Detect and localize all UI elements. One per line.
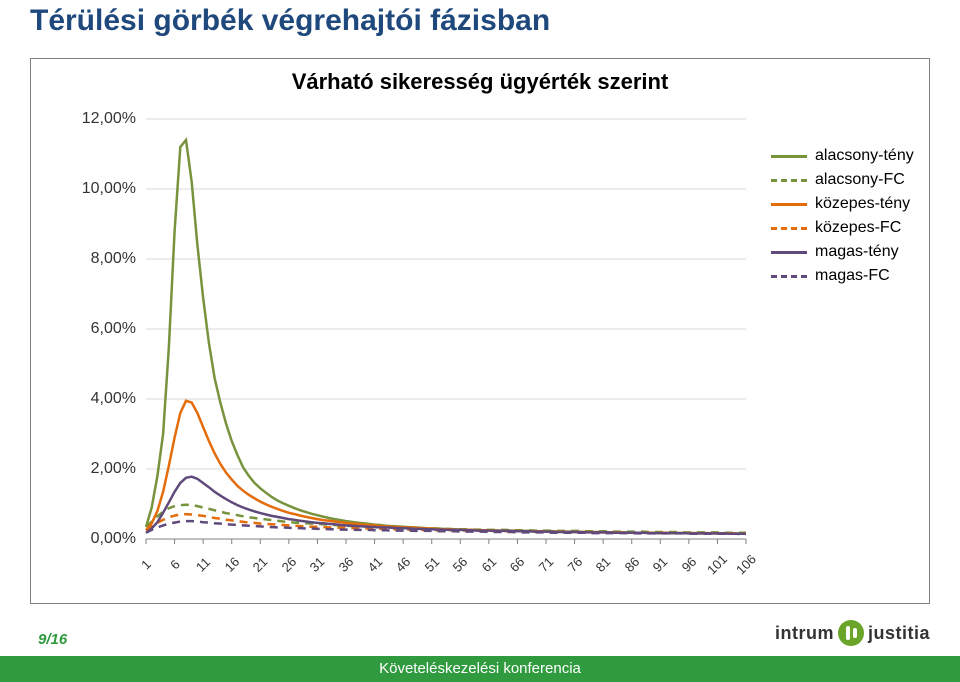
legend-item: alacsony-FC (771, 171, 914, 189)
x-tick-label: 51 (421, 554, 442, 575)
x-tick-label: 86 (621, 554, 642, 575)
legend-label: magas-tény (815, 243, 899, 261)
logo-word-1: intrum (775, 623, 834, 644)
legend-label: magas-FC (815, 267, 890, 285)
legend-label: alacsony-FC (815, 171, 905, 189)
logo: intrum justitia (775, 620, 930, 646)
chart-legend: alacsony-tény alacsony-FC közepes-tény köze… (771, 147, 914, 291)
legend-swatch (771, 251, 807, 254)
y-tick-label: 6,00% (91, 320, 136, 338)
y-tick-label: 8,00% (91, 250, 136, 268)
x-tick-label: 41 (364, 554, 385, 575)
legend-label: alacsony-tény (815, 147, 914, 165)
x-tick-label: 16 (221, 554, 242, 575)
chart-container: Várható sikeresség ügyérték szerint 0,00… (30, 58, 930, 604)
x-tick-label: 6 (167, 557, 183, 573)
x-tick-label: 11 (193, 554, 213, 574)
x-tick-label: 76 (564, 554, 585, 575)
x-tick-label: 91 (650, 554, 671, 575)
x-axis-labels: 1611162126313641465156616671768186919610… (146, 557, 746, 587)
legend-swatch (771, 227, 807, 230)
legend-swatch (771, 179, 807, 182)
legend-item: közepes-FC (771, 219, 914, 237)
logo-mark-icon (838, 620, 864, 646)
y-tick-label: 10,00% (82, 180, 136, 198)
legend-label: közepes-tény (815, 195, 910, 213)
slide-title: Térülési görbék végrehajtói fázisban (30, 4, 550, 38)
legend-item: magas-FC (771, 267, 914, 285)
legend-swatch (771, 203, 807, 206)
footer-bar: Követeléskezelési konferencia (0, 656, 960, 682)
legend-label: közepes-FC (815, 219, 901, 237)
legend-swatch (771, 275, 807, 278)
x-tick-label: 61 (478, 554, 499, 575)
y-tick-label: 0,00% (91, 530, 136, 548)
x-tick-label: 101 (704, 552, 730, 578)
x-tick-label: 36 (336, 554, 357, 575)
x-tick-label: 66 (507, 554, 528, 575)
x-tick-label: 1 (138, 557, 154, 573)
chart-plot (146, 119, 746, 539)
legend-item: közepes-tény (771, 195, 914, 213)
x-tick-label: 96 (678, 554, 699, 575)
slide: Térülési görbék végrehajtói fázisban Vár… (0, 0, 960, 682)
legend-item: magas-tény (771, 243, 914, 261)
y-tick-label: 4,00% (91, 390, 136, 408)
chart-title: Várható sikeresség ügyérték szerint (31, 69, 929, 95)
logo-word-2: justitia (868, 623, 930, 644)
legend-swatch (771, 155, 807, 158)
x-tick-label: 21 (250, 554, 271, 575)
x-tick-label: 56 (450, 554, 471, 575)
x-tick-label: 26 (278, 554, 299, 575)
page-number: 9/16 (38, 631, 67, 648)
legend-item: alacsony-tény (771, 147, 914, 165)
y-tick-label: 2,00% (91, 460, 136, 478)
x-tick-label: 106 (733, 552, 759, 578)
x-tick-label: 81 (593, 554, 614, 575)
x-tick-label: 71 (536, 554, 557, 575)
x-tick-label: 46 (393, 554, 414, 575)
y-tick-label: 12,00% (82, 110, 136, 128)
x-tick-label: 31 (307, 554, 328, 575)
y-axis-labels: 0,00%2,00%4,00%6,00%8,00%10,00%12,00% (31, 119, 136, 539)
